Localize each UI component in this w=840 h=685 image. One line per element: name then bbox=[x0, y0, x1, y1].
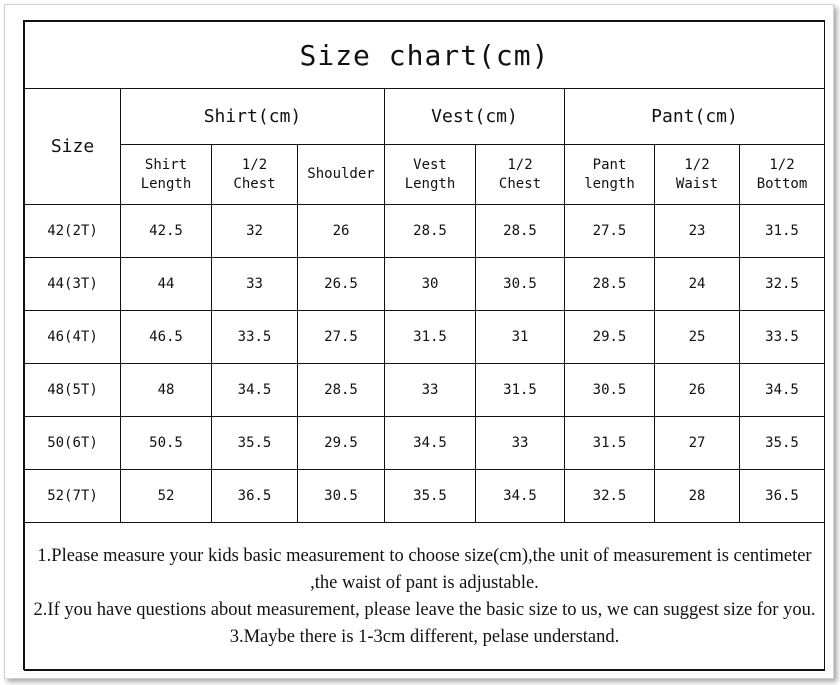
value-cell: 29.5 bbox=[297, 416, 385, 470]
value-cell: 30 bbox=[384, 257, 476, 311]
size-cell: 44(3T) bbox=[24, 257, 121, 311]
size-cell: 52(7T) bbox=[24, 469, 121, 523]
column-header: Shoulder bbox=[297, 144, 385, 205]
value-cell: 32.5 bbox=[564, 469, 655, 523]
value-cell: 35.5 bbox=[739, 416, 825, 470]
chart-frame: Size chart(cm) Size Shirt(cm) Vest(cm) P… bbox=[4, 4, 834, 679]
value-cell: 30.5 bbox=[564, 363, 655, 417]
value-cell: 48 bbox=[120, 363, 212, 417]
value-cell: 28.5 bbox=[384, 204, 476, 258]
size-table: Size chart(cm) Size Shirt(cm) Vest(cm) P… bbox=[24, 21, 825, 671]
value-cell: 31.5 bbox=[564, 416, 655, 470]
value-cell: 34.5 bbox=[384, 416, 476, 470]
value-cell: 34.5 bbox=[739, 363, 825, 417]
group-header-vest: Vest(cm) bbox=[384, 88, 565, 145]
column-header: 1/2 Chest bbox=[211, 144, 298, 205]
value-cell: 30.5 bbox=[297, 469, 385, 523]
note-item: 2.If you have questions about measuremen… bbox=[33, 599, 816, 620]
value-cell: 26.5 bbox=[297, 257, 385, 311]
value-cell: 46.5 bbox=[120, 310, 212, 364]
value-cell: 28 bbox=[654, 469, 740, 523]
table-row: 48(5T) 48 34.5 28.5 33 31.5 30.5 26 34.5 bbox=[24, 363, 825, 417]
size-column-header: Size bbox=[24, 88, 121, 205]
value-cell: 32 bbox=[211, 204, 298, 258]
size-chart: Size chart(cm) Size Shirt(cm) Vest(cm) P… bbox=[23, 20, 825, 671]
value-cell: 33.5 bbox=[739, 310, 825, 364]
value-cell: 33 bbox=[475, 416, 565, 470]
group-header-shirt: Shirt(cm) bbox=[120, 88, 385, 145]
notes-section: 1.Please measure your kids basic measure… bbox=[24, 522, 825, 671]
value-cell: 30.5 bbox=[475, 257, 565, 311]
value-cell: 35.5 bbox=[211, 416, 298, 470]
table-row: 44(3T) 44 33 26.5 30 30.5 28.5 24 32.5 bbox=[24, 257, 825, 311]
table-row: 50(6T) 50.5 35.5 29.5 34.5 33 31.5 27 35.5 bbox=[24, 416, 825, 470]
value-cell: 28.5 bbox=[564, 257, 655, 311]
note-item: 3.Maybe there is 1-3cm different, pelase… bbox=[229, 626, 620, 647]
value-cell: 44 bbox=[120, 257, 212, 311]
value-cell: 33.5 bbox=[211, 310, 298, 364]
value-cell: 31.5 bbox=[475, 363, 565, 417]
value-cell: 24 bbox=[654, 257, 740, 311]
value-cell: 36.5 bbox=[739, 469, 825, 523]
size-cell: 48(5T) bbox=[24, 363, 121, 417]
value-cell: 35.5 bbox=[384, 469, 476, 523]
value-cell: 26 bbox=[297, 204, 385, 258]
chart-title: Size chart(cm) bbox=[24, 21, 825, 89]
value-cell: 29.5 bbox=[564, 310, 655, 364]
size-cell: 46(4T) bbox=[24, 310, 121, 364]
value-cell: 50.5 bbox=[120, 416, 212, 470]
column-header: 1/2 Chest bbox=[475, 144, 565, 205]
note-item: 1.Please measure your kids basic measure… bbox=[37, 545, 812, 593]
table-row: 42(2T) 42.5 32 26 28.5 28.5 27.5 23 31.5 bbox=[24, 204, 825, 258]
value-cell: 25 bbox=[654, 310, 740, 364]
value-cell: 34.5 bbox=[475, 469, 565, 523]
column-header: 1/2 Bottom bbox=[739, 144, 825, 205]
table-row: 52(7T) 52 36.5 30.5 35.5 34.5 32.5 28 36.5 bbox=[24, 469, 825, 523]
value-cell: 26 bbox=[654, 363, 740, 417]
table-row: 46(4T) 46.5 33.5 27.5 31.5 31 29.5 25 33.5 bbox=[24, 310, 825, 364]
column-header: Shirt Length bbox=[120, 144, 212, 205]
value-cell: 27.5 bbox=[564, 204, 655, 258]
column-header: Pant length bbox=[564, 144, 655, 205]
size-cell: 50(6T) bbox=[24, 416, 121, 470]
value-cell: 33 bbox=[384, 363, 476, 417]
value-cell: 27.5 bbox=[297, 310, 385, 364]
column-header: 1/2 Waist bbox=[654, 144, 740, 205]
value-cell: 27 bbox=[654, 416, 740, 470]
value-cell: 36.5 bbox=[211, 469, 298, 523]
value-cell: 52 bbox=[120, 469, 212, 523]
value-cell: 31.5 bbox=[739, 204, 825, 258]
value-cell: 32.5 bbox=[739, 257, 825, 311]
column-header: Vest Length bbox=[384, 144, 476, 205]
value-cell: 33 bbox=[211, 257, 298, 311]
value-cell: 31.5 bbox=[384, 310, 476, 364]
value-cell: 23 bbox=[654, 204, 740, 258]
value-cell: 28.5 bbox=[475, 204, 565, 258]
value-cell: 42.5 bbox=[120, 204, 212, 258]
value-cell: 34.5 bbox=[211, 363, 298, 417]
group-header-pant: Pant(cm) bbox=[564, 88, 825, 145]
size-cell: 42(2T) bbox=[24, 204, 121, 258]
value-cell: 28.5 bbox=[297, 363, 385, 417]
value-cell: 31 bbox=[475, 310, 565, 364]
